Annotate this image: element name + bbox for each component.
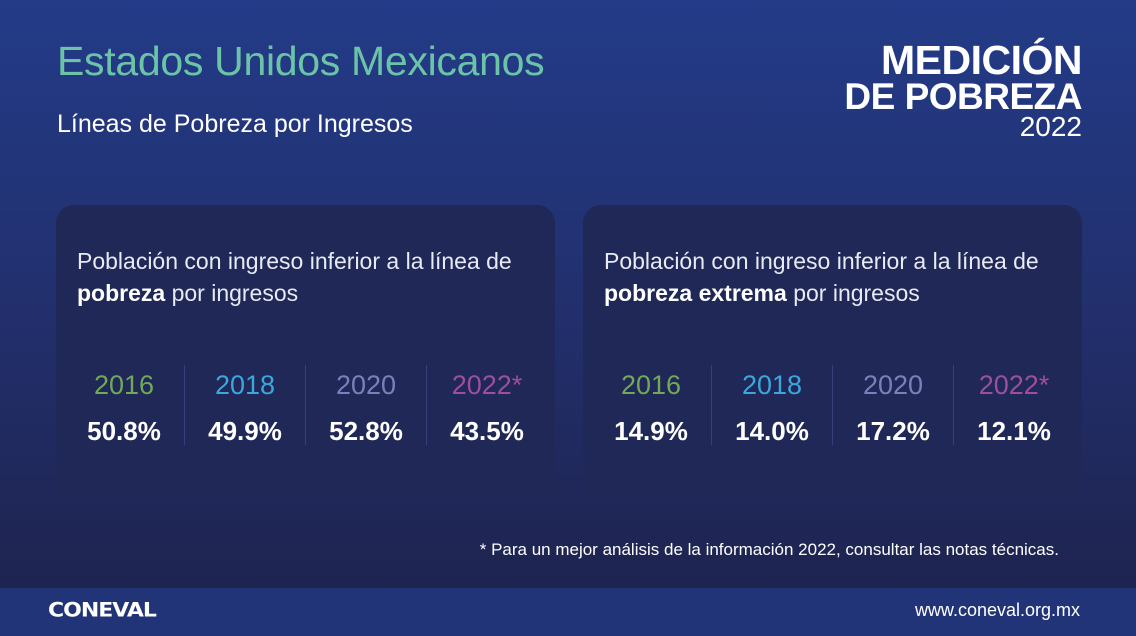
stat-2022: 2022* 12.1% [953,365,1074,446]
stat-2016: 2016 14.9% [614,370,688,446]
logo-line3: 2022 [1019,110,1082,142]
card-description: Población con ingreso inferior a la líne… [77,248,512,306]
stat-2016: 2016 50.8% [87,370,161,446]
card-pobreza: Población con ingreso inferior a la líne… [56,205,555,500]
medicion-pobreza-logo: MEDICIÓN DE POBREZA 2022 [844,37,1082,142]
card-description: Población con ingreso inferior a la líne… [604,248,1039,306]
footer-bar: CONEVAL www.coneval.org.mx [0,588,1136,636]
stats-row: 2016 14.9% 2018 14.0% 2020 17.2% 2022* 12.1% [583,365,1082,446]
stat-2018: 2018 49.9% [184,365,305,446]
logo-line1: MEDICIÓN [881,37,1082,83]
stats-row: 2016 50.8% 2018 49.9% 2020 52.8% 2022* 43.5% [56,365,555,446]
logo-line2: DE POBREZA [844,75,1082,117]
stat-2018: 2018 14.0% [711,365,832,446]
stat-2022: 2022* 43.5% [426,365,547,446]
page-subtitle: Líneas de Pobreza por Ingresos [57,110,413,138]
website-link[interactable]: www.coneval.org.mx [914,600,1080,620]
page-title: Estados Unidos Mexicanos [57,38,545,84]
coneval-logo: CONEVAL [48,599,157,622]
stat-2020: 2020 52.8% [305,365,426,446]
stat-2020: 2020 17.2% [832,365,953,446]
footnote: * Para un mejor análisis de la informaci… [479,540,1059,559]
card-pobreza-extrema: Población con ingreso inferior a la líne… [583,205,1082,500]
